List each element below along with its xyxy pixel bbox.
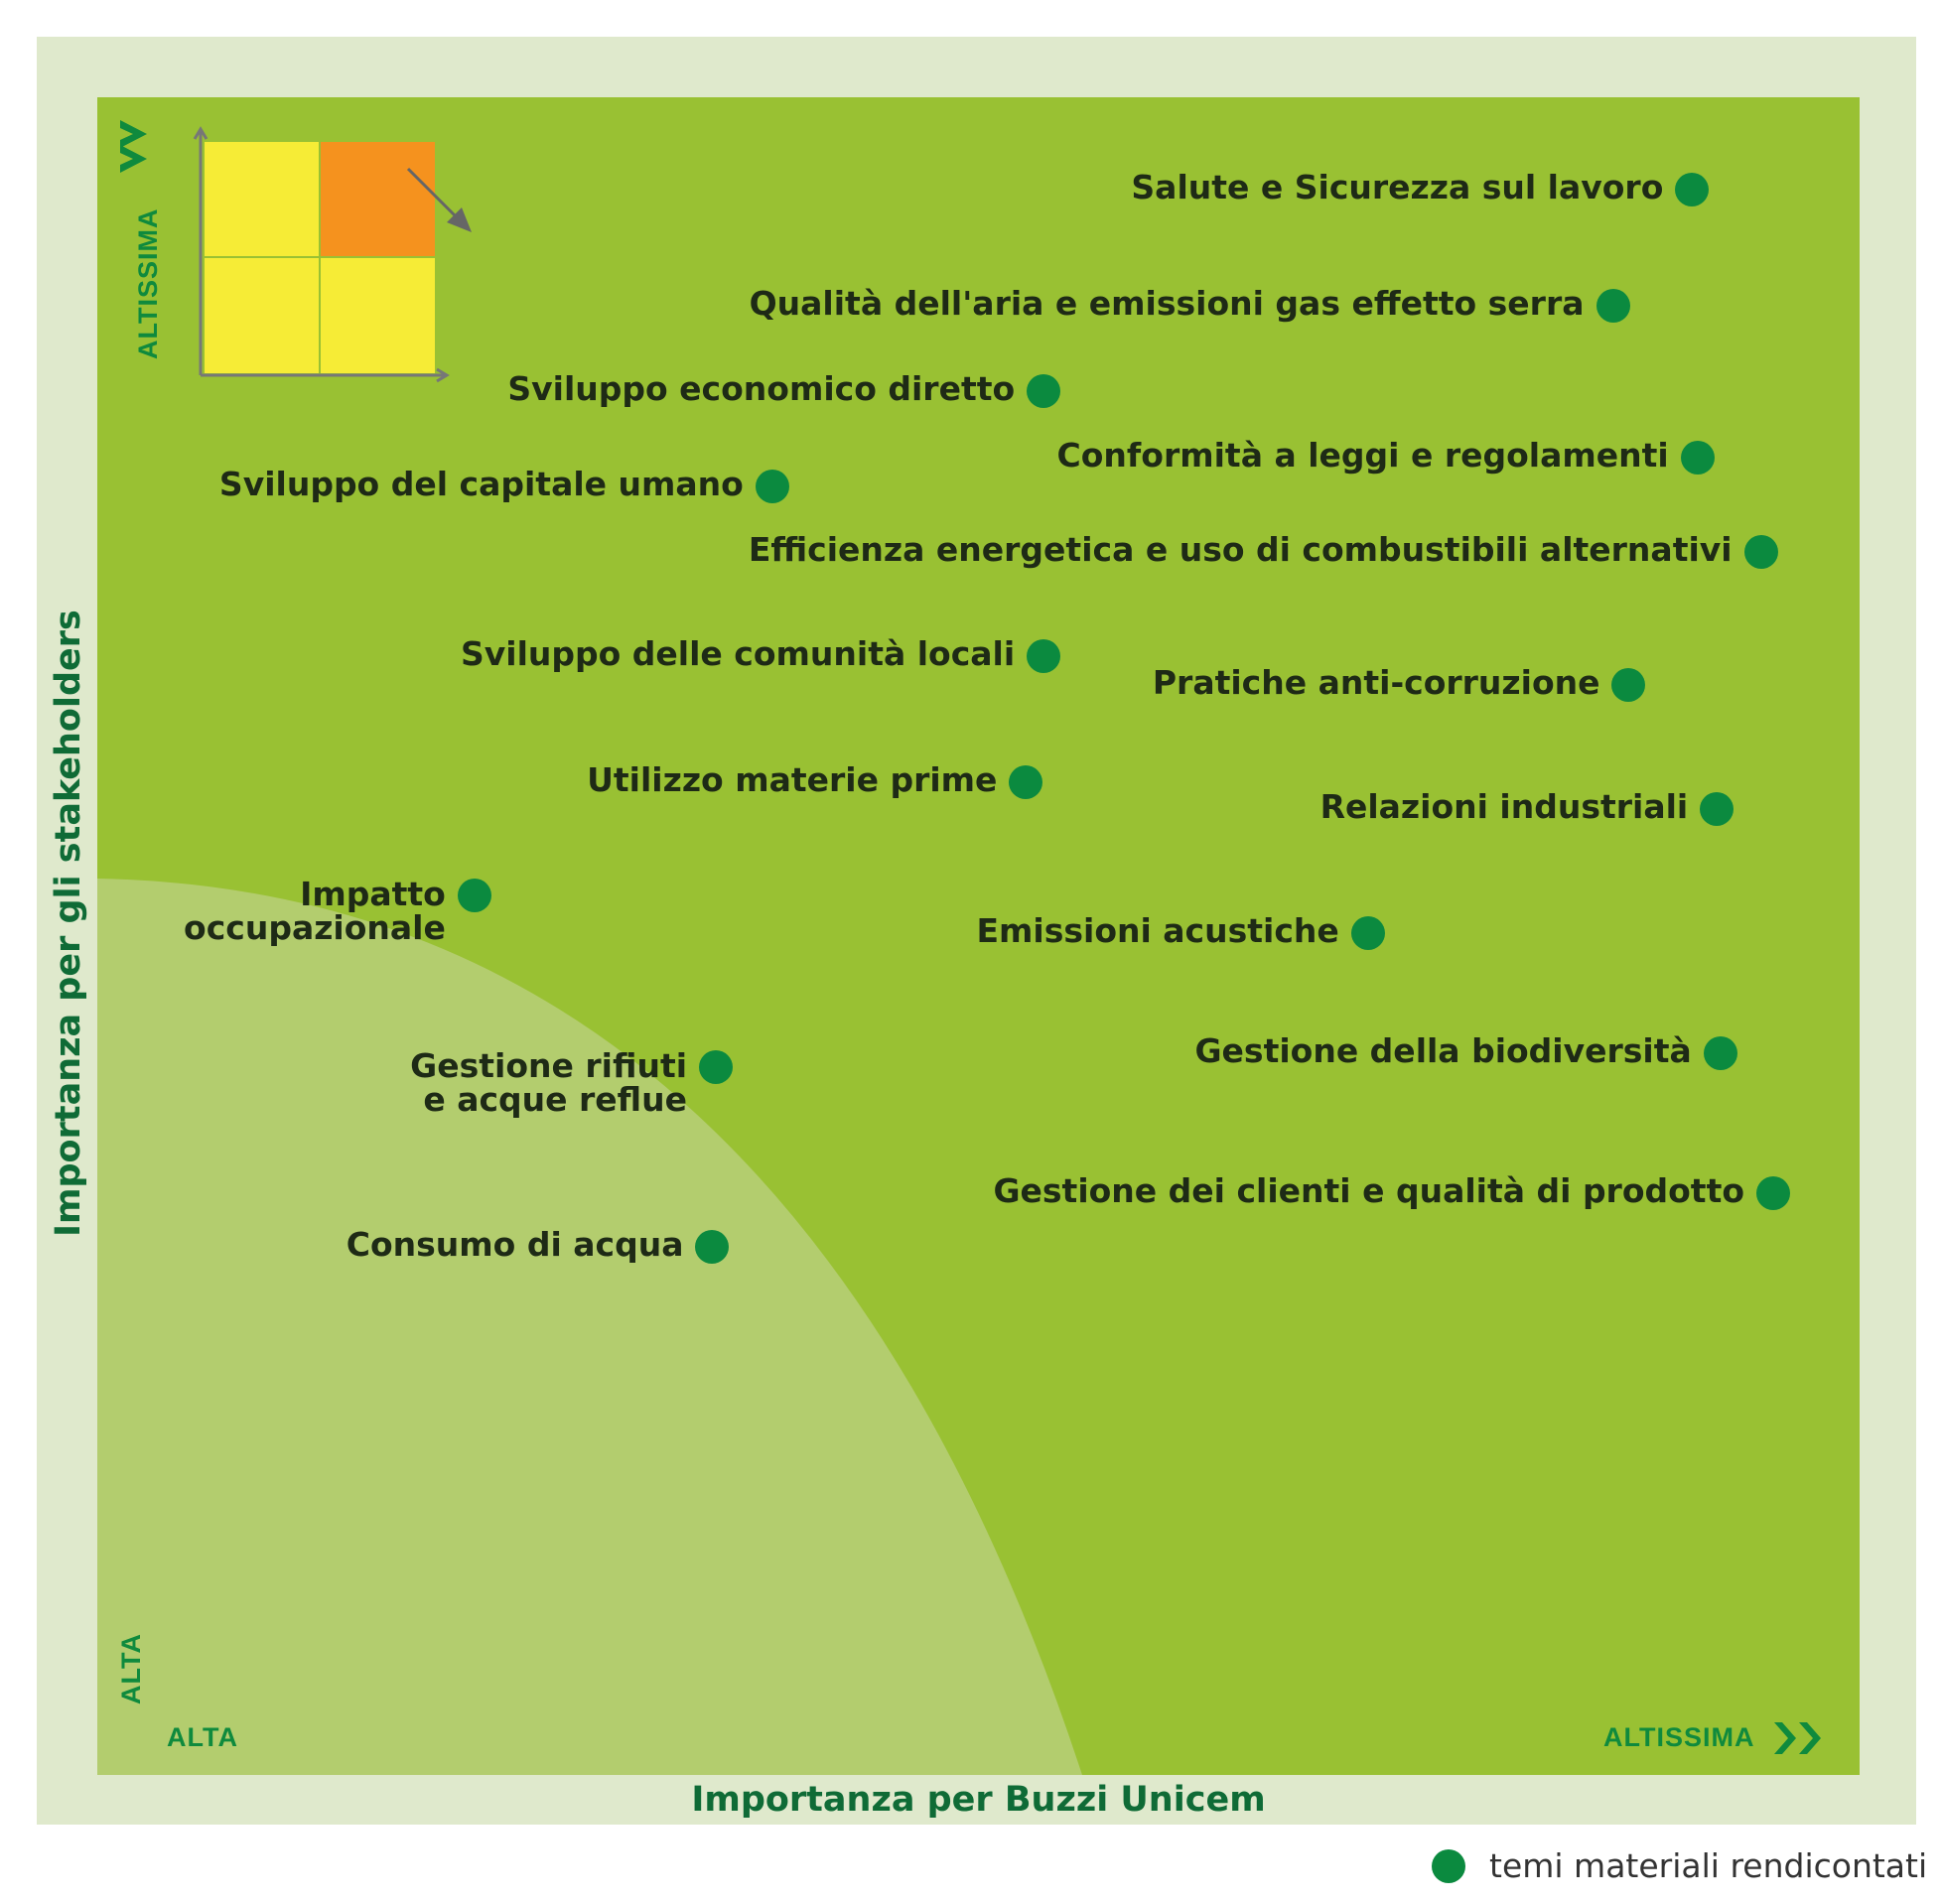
point-label-line: Gestione rifiuti [410,1045,688,1085]
point-label-16: Consumo di acqua [346,1224,684,1264]
x-axis-label: Importanza per Buzzi Unicem [691,1780,1266,1820]
point-label-1: Salute e Sicurezza sul lavoro [1131,167,1664,206]
mini-y-arrowhead [193,126,208,140]
point-dot-12 [1350,915,1385,950]
point-label-15: Gestione dei clienti e qualità di prodot… [993,1170,1745,1210]
point-label-9: Utilizzo materie prime [587,759,998,799]
point-dot-6 [1743,534,1778,569]
point-dot-8 [1611,667,1646,702]
point-label-8: Pratiche anti-corruzione [1152,662,1600,702]
point-label-7: Sviluppo delle comunità locali [461,633,1016,673]
point-label-5: Sviluppo del capitale umano [218,465,744,504]
point-dot-7 [1027,638,1061,673]
point-dot-9 [1009,764,1043,799]
x-high-chevron-icon [1774,1722,1821,1754]
mini-arrow-head [447,207,472,232]
mini-quadrant-bottom-right [321,258,435,373]
plot-area: Salute e Sicurezza sul lavoro Qualità del… [97,97,1860,1775]
y-axis-label: Importanza per gli stakeholders [49,610,88,1237]
point-label-3: Sviluppo economico diretto [507,368,1016,408]
legend: temi materiali rendicontati [1432,1844,1928,1888]
x-tick-high: ALTISSIMA [1603,1722,1755,1752]
point-label-6: Efficienza energetica e uso di combustib… [748,529,1733,569]
point-dot-15 [1756,1175,1791,1210]
legend-label: temi materiali rendicontati [1489,1846,1928,1885]
point-dot-13 [1703,1036,1737,1071]
y-high-chevron-icon [120,120,147,173]
point-dot-2 [1595,288,1630,323]
x-tick-low: ALTA [167,1722,238,1752]
mini-quadrant-top-right [321,142,435,256]
point-dot-5 [755,470,789,504]
point-label-12: Emissioni acustiche [976,910,1339,950]
point-label-2: Qualità dell'aria e emissioni gas effett… [749,283,1585,323]
point-label-10: Relazioni industriali [1319,786,1689,826]
point-dot-11 [457,879,491,913]
point-label-line: occupazionale [184,908,446,948]
plot-svg [97,120,1821,1775]
mini-quadrant-top-left [205,142,319,256]
point-label-11: Impatto occupazionale [184,878,446,945]
point-label-line: e acque reflue [423,1079,688,1119]
mini-x-arrowhead [436,367,450,383]
point-dot-16 [695,1229,730,1264]
point-label-14: Gestione rifiuti e acque reflue [410,1045,688,1119]
point-dot-10 [1700,791,1734,826]
point-label-4: Conformità a leggi e regolamenti [1056,436,1669,476]
point-dot-14 [699,1049,734,1084]
point-dot-4 [1680,441,1715,476]
mini-quadrant-bottom-left [205,258,319,373]
point-label-13: Gestione della biodiversità [1194,1031,1692,1071]
legend-dot-icon [1432,1849,1465,1883]
low-importance-zone [97,879,1082,1775]
point-dot-3 [1027,373,1061,408]
y-tick-low: ALTA [116,1633,146,1704]
mini-arrow-line [406,167,465,225]
point-dot-1 [1675,172,1710,206]
mini-matrix-icon [193,126,472,383]
y-tick-high: ALTISSIMA [133,207,163,360]
point-label-line: Impatto [300,875,446,914]
